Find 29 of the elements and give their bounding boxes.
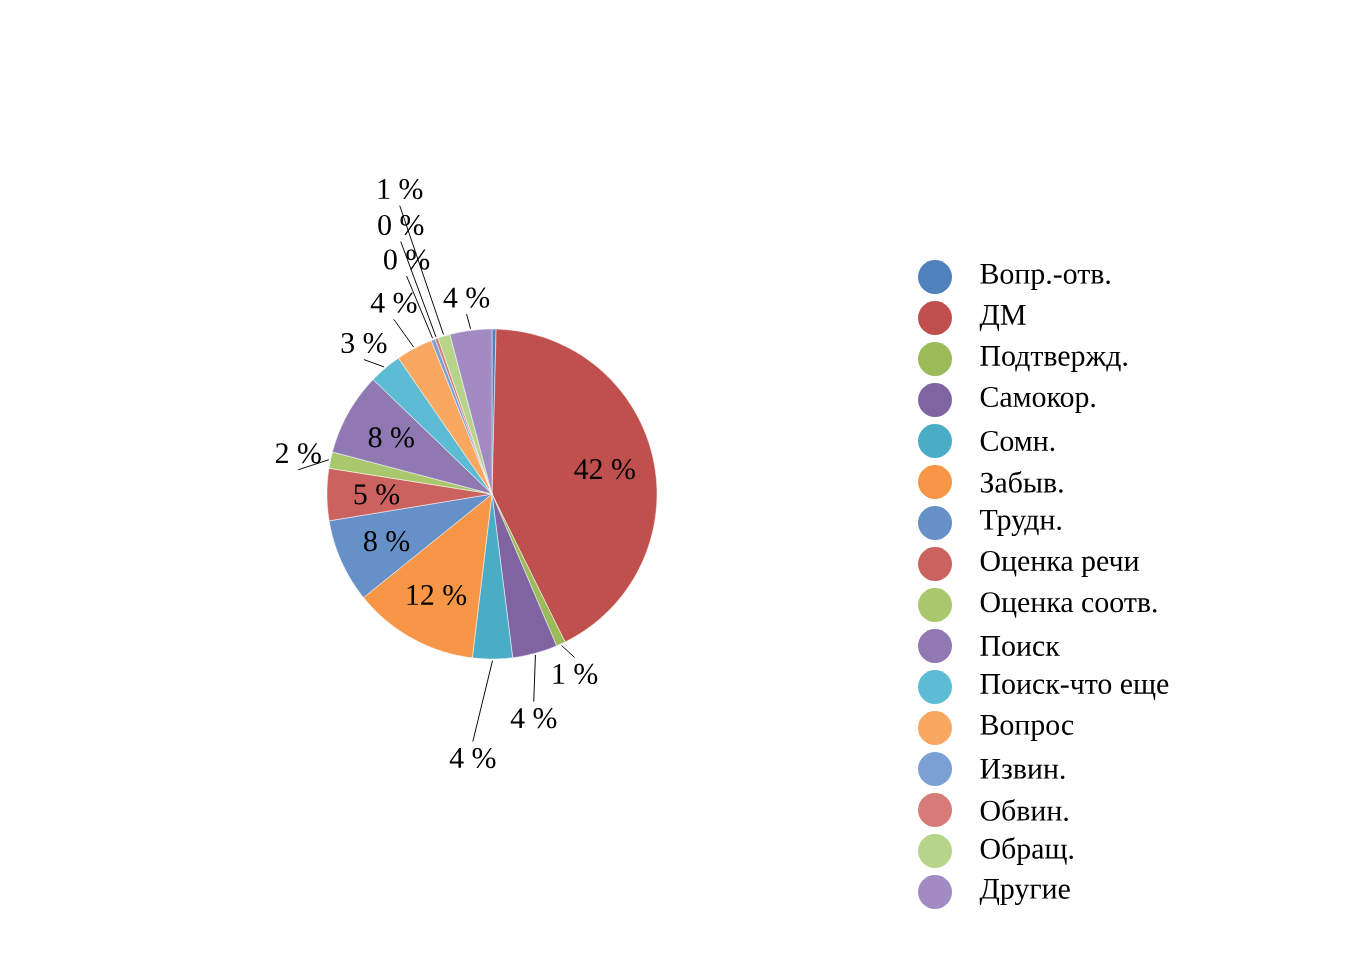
legend-label: Оценка речи xyxy=(980,550,1139,578)
legend-label: Подтвержд. xyxy=(980,346,1127,372)
legend-label: Обращ. xyxy=(980,837,1073,865)
legend-label: Другие xyxy=(979,879,1070,906)
data-label: 3 % xyxy=(341,332,387,354)
data-label: 2 % xyxy=(275,443,321,464)
legend-label: Трудн. xyxy=(980,509,1061,536)
data-label: 8 % xyxy=(368,427,414,448)
data-label: 4 % xyxy=(443,287,490,308)
data-label: 5 % xyxy=(354,484,400,505)
legend-label: Поиск-что еще xyxy=(980,674,1169,700)
legend-label: ДМ xyxy=(979,305,1026,331)
legend-label: Оценка соотв. xyxy=(980,592,1157,618)
data-label: 4 % xyxy=(510,708,557,729)
data-label: 1 % xyxy=(553,663,598,685)
data-label: 42 % xyxy=(574,459,635,480)
legend-label: Сомн. xyxy=(980,430,1055,452)
data-label: 4 % xyxy=(449,747,496,769)
legend-label: Вопрос xyxy=(980,715,1074,741)
legend-label: Обвин. xyxy=(980,799,1068,821)
data-label: 12 % xyxy=(407,584,467,606)
legend-label: Забыв. xyxy=(980,471,1063,493)
data-label: 8 % xyxy=(364,531,410,552)
data-label: 1 % xyxy=(378,178,423,200)
legend-label: Самокор. xyxy=(980,386,1095,414)
legend-label: Извин. xyxy=(980,759,1065,779)
legend-label: Поиск xyxy=(980,636,1060,656)
legend-label: Вопр.-отв. xyxy=(980,264,1110,290)
data-label: 4 % xyxy=(370,292,417,313)
